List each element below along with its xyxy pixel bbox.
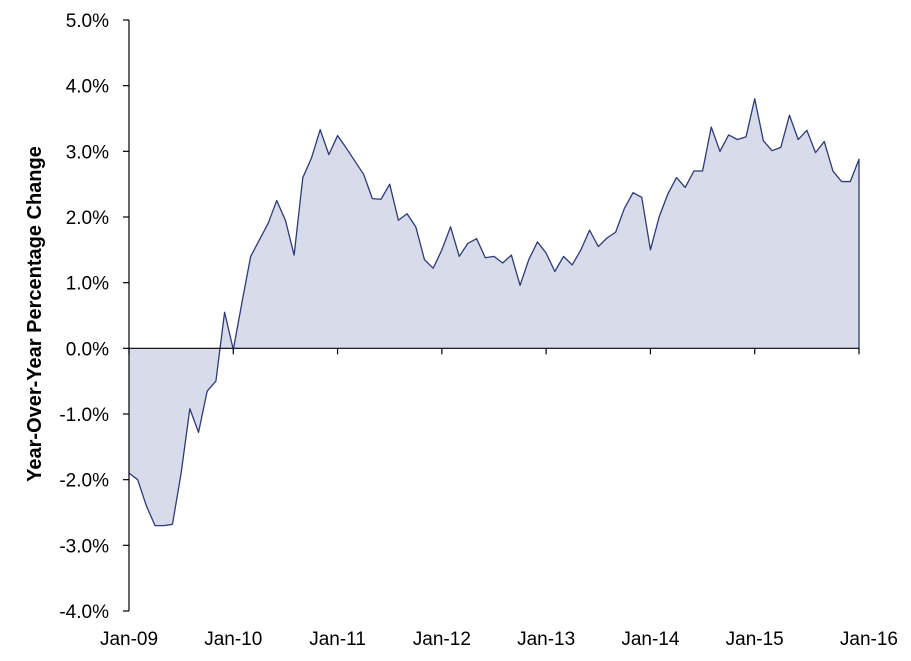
series-line <box>128 98 860 527</box>
x-tick-label: Jan-09 <box>100 629 158 650</box>
y-tick-label: -2.0% <box>59 471 109 492</box>
x-tick-label: Jan-13 <box>517 629 575 650</box>
y-tick-label: 2.0% <box>66 208 109 229</box>
y-tick-label: -1.0% <box>59 405 109 426</box>
x-tick-label: Jan-10 <box>204 629 262 650</box>
x-tick-label: Jan-11 <box>309 629 366 650</box>
axes <box>128 20 859 611</box>
y-tick-label: 5.0% <box>66 11 109 32</box>
y-tick-label: 0.0% <box>66 339 109 360</box>
x-tick-label: Jan-14 <box>621 629 680 650</box>
y-tick-label: -3.0% <box>59 536 109 557</box>
series-area <box>129 98 859 526</box>
x-tick-label: Jan-16 <box>840 629 898 650</box>
y-tick-label: 3.0% <box>66 142 109 163</box>
x-tick-label: Jan-15 <box>726 629 784 650</box>
plot-area <box>128 98 860 527</box>
y-tick-label: 4.0% <box>66 77 109 98</box>
y-tick-label: -4.0% <box>59 602 109 623</box>
x-axis-ticks: Jan-09 Jan-10 Jan-11 Jan-12 Jan-13 Jan-14 Jan-… <box>100 348 898 650</box>
y-tick-label: 1.0% <box>66 274 109 295</box>
y-axis-label: Year-Over-Year Percentage Change <box>24 146 46 482</box>
y-axis-ticks: 5.0% 4.0% 3.0% 2.0% 1.0% 0.0% -1.0% -2.0% -3.0% -… <box>59 11 129 623</box>
x-tick-label: Jan-12 <box>413 629 471 650</box>
